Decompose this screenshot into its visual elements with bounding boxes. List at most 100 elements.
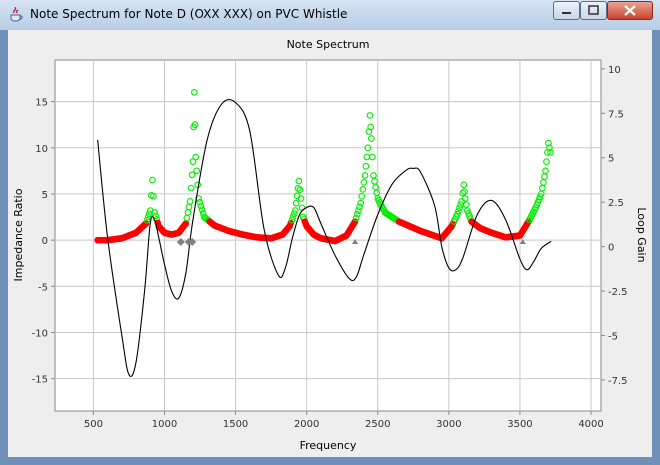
impedance-point [454,210,461,218]
impedance-point [288,216,296,224]
grid-lines [55,60,601,411]
y2-axis-ticks: -7.5 -5 -2.5 0 2.5 5 7.5 10 [601,65,628,387]
triangle-marker [519,238,526,244]
impedance-point [459,189,467,197]
y-tick-label: 15 [35,98,48,109]
impedance-point [150,192,157,200]
x-tick-label: 4000 [578,419,603,430]
x-tick-label: 3500 [507,419,532,430]
impedance-point [546,144,553,152]
impedance-point [149,176,156,184]
impedance-point [360,179,368,186]
x-tick-label: 1000 [152,419,177,430]
impedance-point [542,167,549,175]
impedance-point [143,216,151,224]
title-bar[interactable]: Note Spectrum for Note D (OXX XXX) on PV… [0,0,660,30]
y2-tick-label: -2.5 [608,287,628,298]
impedance-point [196,198,204,206]
y2-tick-label: 2.5 [608,198,624,209]
y2-tick-label: 5 [608,154,614,165]
window-title: Note Spectrum for Note D (OXX XXX) on PV… [30,7,348,21]
impedance-point [547,149,554,156]
y-tick-label: -15 [32,375,48,386]
impedance-point [359,185,367,193]
y2-tick-label: -5 [608,331,618,342]
diamond-marker [188,237,197,246]
java-cup-icon [10,7,23,22]
impedance-point [182,220,190,227]
impedance-point [462,201,470,208]
minimize-icon [562,12,571,14]
chart-title: Note Spectrum [287,38,370,51]
impedance-point [543,158,550,165]
impedance-point [368,135,375,142]
y2-axis-label: Loop Gain [635,207,648,262]
x-tick-label: 1500 [223,419,248,430]
impedance-point [352,214,360,222]
x-tick-label: 500 [84,419,103,430]
close-button[interactable] [607,1,653,20]
close-icon [624,5,636,16]
impedance-point [197,202,205,210]
y2-tick-label: 0 [608,243,614,254]
impedance-point [545,139,552,147]
impedance-series [94,88,554,245]
impedance-point [369,153,376,161]
impedance-point [188,171,196,179]
y2-tick-label: 7.5 [608,109,624,120]
impedance-point [193,167,201,175]
maximize-icon [588,5,599,15]
y-tick-label: -10 [32,328,48,339]
y-axis-label: Impedance Ratio [12,188,25,281]
maximize-button[interactable] [580,1,607,20]
y-axis-ticks: -15 -10 -5 0 5 10 15 [32,98,55,386]
note-spectrum-chart: Note Spectrum 500 1000 1500 2000 2500 3000 350… [12,38,648,452]
impedance-point [186,197,194,205]
impedance-point [362,162,370,170]
impedance-point [192,153,200,161]
x-axis-ticks: 500 1000 1500 2000 2500 3000 3500 4000 [84,411,604,430]
impedance-point [461,195,469,202]
impedance-point [142,220,150,227]
impedance-point [353,210,361,218]
impedance-point [190,88,198,96]
diamond-marker [176,237,185,246]
impedance-point [456,204,463,212]
impedance-point [455,207,462,215]
impedance-point [292,199,300,207]
impedance-point [189,158,197,165]
impedance-point [296,186,304,194]
impedance-point [367,123,375,131]
impedance-point [351,218,359,225]
y-tick-label: 10 [35,144,48,155]
impedance-point [297,195,305,202]
impedance-point [461,188,468,195]
impedance-point [151,209,158,216]
impedance-point [187,184,195,192]
impedance-point [460,181,468,189]
impedance-point [355,207,362,214]
series-layer [94,88,554,378]
minimize-button[interactable] [553,1,580,20]
impedance-point [361,172,369,179]
impedance-point [291,207,299,214]
x-tick-label: 3000 [436,419,461,430]
y-tick-label: -5 [38,282,48,293]
impedance-point [295,177,303,185]
impedance-point [356,203,363,211]
impedance-point [364,144,372,152]
y2-tick-label: 10 [608,65,621,76]
impedance-point [152,212,159,220]
x-tick-label: 2500 [365,419,390,430]
y-tick-label: 5 [42,190,48,201]
impedance-point [146,207,154,214]
chart-panel: Note Spectrum 500 1000 1500 2000 2500 3000 350… [8,30,652,457]
y-tick-label: 0 [42,236,48,247]
impedance-point [198,206,206,213]
triangle-marker [352,238,359,244]
x-axis-label: Frequency [300,439,357,452]
impedance-point [358,192,366,200]
x-tick-label: 2000 [294,419,319,430]
y2-tick-label: -7.5 [608,376,628,387]
